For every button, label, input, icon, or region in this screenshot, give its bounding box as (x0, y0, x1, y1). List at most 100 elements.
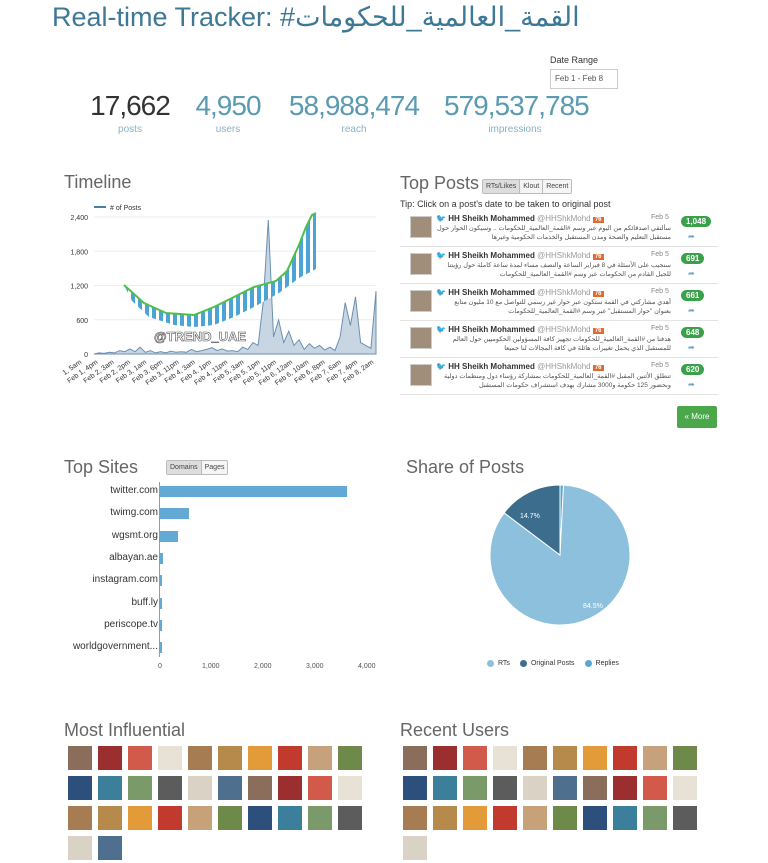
user-avatar[interactable] (98, 806, 122, 830)
site-bar[interactable] (160, 575, 162, 587)
post-date[interactable]: Feb 5 (651, 325, 669, 332)
post-date[interactable]: Feb 5 (651, 214, 669, 221)
user-avatar[interactable] (403, 836, 427, 860)
user-avatar[interactable] (673, 806, 697, 830)
user-avatar[interactable] (493, 776, 517, 800)
user-avatar[interactable] (583, 776, 607, 800)
share-icon[interactable]: ➦ (688, 380, 695, 389)
more-button[interactable]: « More (677, 406, 717, 428)
user-avatar[interactable] (158, 806, 182, 830)
user-avatar[interactable] (583, 746, 607, 770)
user-avatar[interactable] (68, 806, 92, 830)
user-avatar[interactable] (188, 776, 212, 800)
user-avatar[interactable] (493, 746, 517, 770)
user-avatar[interactable] (643, 776, 667, 800)
user-avatar[interactable] (493, 806, 517, 830)
user-avatar[interactable] (463, 746, 487, 770)
post-author[interactable]: HH Sheikh Mohammed (448, 214, 535, 223)
user-avatar[interactable] (553, 806, 577, 830)
site-bar[interactable] (160, 486, 348, 497)
avatar[interactable] (410, 253, 432, 275)
site-bar[interactable] (160, 597, 162, 609)
user-avatar[interactable] (673, 776, 697, 800)
tab-rts-likes[interactable]: RTs/Likes (483, 180, 521, 193)
user-avatar[interactable] (218, 806, 242, 830)
user-avatar[interactable] (308, 746, 332, 770)
user-avatar[interactable] (68, 746, 92, 770)
user-avatar[interactable] (463, 806, 487, 830)
user-avatar[interactable] (553, 776, 577, 800)
post-date[interactable]: Feb 5 (651, 288, 669, 295)
user-avatar[interactable] (128, 806, 152, 830)
user-avatar[interactable] (98, 836, 122, 860)
share-icon[interactable]: ➦ (688, 343, 695, 352)
legend-item[interactable]: RTs (487, 660, 510, 667)
user-avatar[interactable] (98, 746, 122, 770)
post-author[interactable]: HH Sheikh Mohammed (448, 362, 535, 371)
share-icon[interactable]: ➦ (688, 269, 695, 278)
user-avatar[interactable] (433, 776, 457, 800)
user-avatar[interactable] (278, 776, 302, 800)
user-avatar[interactable] (218, 746, 242, 770)
user-avatar[interactable] (128, 746, 152, 770)
user-avatar[interactable] (553, 746, 577, 770)
post-author[interactable]: HH Sheikh Mohammed (448, 251, 535, 260)
user-avatar[interactable] (68, 836, 92, 860)
site-bar[interactable] (160, 619, 162, 631)
user-avatar[interactable] (308, 776, 332, 800)
user-avatar[interactable] (308, 806, 332, 830)
avatar[interactable] (410, 216, 432, 238)
post-date[interactable]: Feb 5 (651, 362, 669, 369)
user-avatar[interactable] (68, 776, 92, 800)
user-avatar[interactable] (128, 776, 152, 800)
legend-item[interactable]: Original Posts (519, 660, 575, 667)
site-bar[interactable] (160, 552, 163, 564)
user-avatar[interactable] (613, 806, 637, 830)
post-date[interactable]: Feb 5 (651, 251, 669, 258)
post-author[interactable]: HH Sheikh Mohammed (448, 325, 535, 334)
user-avatar[interactable] (613, 746, 637, 770)
user-avatar[interactable] (188, 746, 212, 770)
share-icon[interactable]: ➦ (688, 232, 695, 241)
tab-domains[interactable]: Domains (167, 461, 202, 474)
legend-item[interactable]: Replies (584, 660, 619, 667)
avatar[interactable] (410, 327, 432, 349)
user-avatar[interactable] (98, 776, 122, 800)
user-avatar[interactable] (433, 806, 457, 830)
post-author[interactable]: HH Sheikh Mohammed (448, 288, 535, 297)
user-avatar[interactable] (338, 806, 362, 830)
user-avatar[interactable] (248, 806, 272, 830)
user-avatar[interactable] (523, 746, 547, 770)
site-bar[interactable] (160, 508, 189, 520)
user-avatar[interactable] (643, 746, 667, 770)
tab-recent[interactable]: Recent (543, 180, 572, 193)
avatar[interactable] (410, 290, 432, 312)
share-icon[interactable]: ➦ (688, 306, 695, 315)
user-avatar[interactable] (158, 746, 182, 770)
user-avatar[interactable] (158, 776, 182, 800)
date-range-input[interactable]: Feb 1 - Feb 8 (550, 69, 618, 89)
user-avatar[interactable] (248, 776, 272, 800)
user-avatar[interactable] (403, 776, 427, 800)
user-avatar[interactable] (218, 776, 242, 800)
user-avatar[interactable] (278, 746, 302, 770)
user-avatar[interactable] (338, 776, 362, 800)
user-avatar[interactable] (523, 776, 547, 800)
user-avatar[interactable] (338, 746, 362, 770)
user-avatar[interactable] (188, 806, 212, 830)
user-avatar[interactable] (583, 806, 607, 830)
user-avatar[interactable] (278, 806, 302, 830)
user-avatar[interactable] (613, 776, 637, 800)
user-avatar[interactable] (523, 806, 547, 830)
user-avatar[interactable] (643, 806, 667, 830)
tab-klout[interactable]: Klout (520, 180, 544, 193)
user-avatar[interactable] (248, 746, 272, 770)
avatar[interactable] (410, 364, 432, 386)
user-avatar[interactable] (403, 746, 427, 770)
user-avatar[interactable] (403, 806, 427, 830)
tab-pages[interactable]: Pages (201, 461, 228, 474)
site-bar[interactable] (160, 530, 179, 542)
user-avatar[interactable] (673, 746, 697, 770)
user-avatar[interactable] (463, 776, 487, 800)
site-bar[interactable] (160, 642, 162, 654)
